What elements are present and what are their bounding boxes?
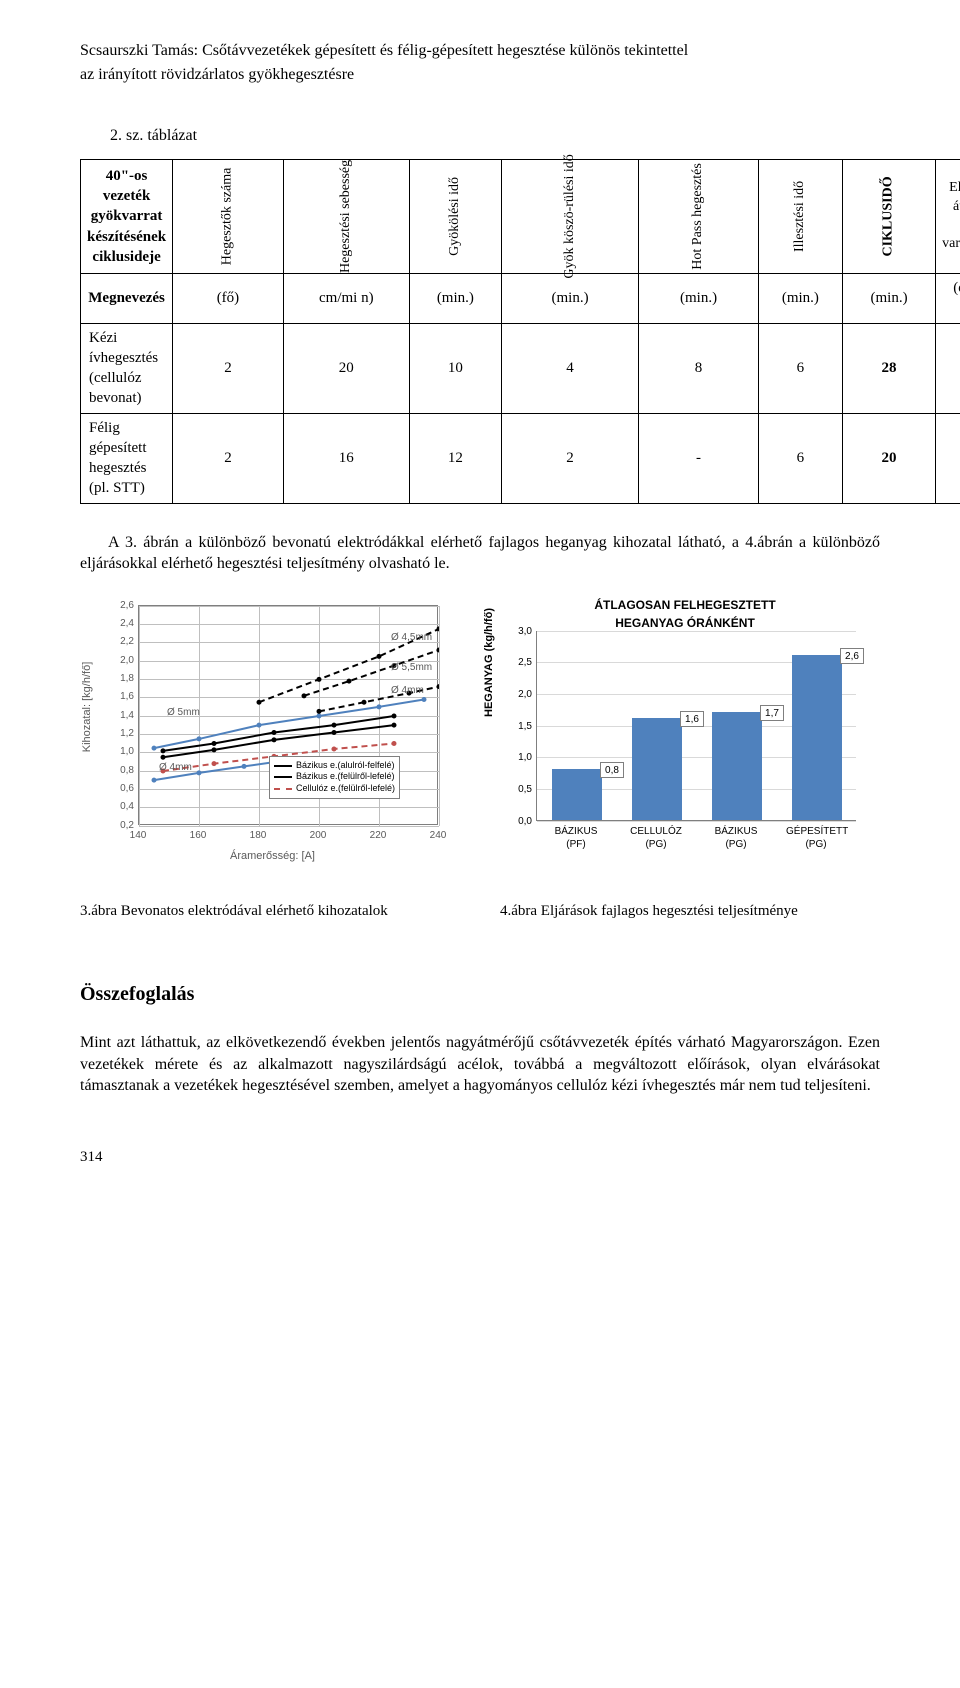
row0-label: Kézi ívhegesztés (cellulóz bevonat) xyxy=(81,323,173,413)
deposit-bar-chart: ÁTLAGOSAN FELHEGESZTETT HEGANYAG ÓRÁNKÉN… xyxy=(490,597,880,877)
summary-heading: Összefoglalás xyxy=(80,981,880,1008)
fig3-caption: 3.ábra Bevonatos elektródával elérhető k… xyxy=(80,901,460,921)
r0c7: 22 xyxy=(936,323,960,413)
rc-title-2: HEGANYAG ÓRÁNKÉNT xyxy=(490,615,880,631)
rc-title-1: ÁTLAGOSAN FELHEGESZTETT xyxy=(490,597,880,613)
body-paragraph-1: A 3. ábrán a különböző bevonatú elektród… xyxy=(80,532,880,575)
unit-3: (min.) xyxy=(501,274,638,324)
lc-ylabel: Kihozatal: [kg/h/fő] xyxy=(80,661,95,752)
r1c7: 30 xyxy=(936,413,960,503)
tbl-rot-3: Gyök köszö-rülési idő xyxy=(501,159,638,273)
r0c1: 20 xyxy=(283,323,409,413)
tbl-rot-5: Illesztési idő xyxy=(758,159,842,273)
page-header-subtitle: az irányított rövidzárlatos gyökhegeszté… xyxy=(80,64,880,86)
r0c5: 6 xyxy=(758,323,842,413)
r1c2: 12 xyxy=(409,413,501,503)
tbl-rot-2: Gyökölési idő xyxy=(409,159,501,273)
r0c6: 28 xyxy=(842,323,935,413)
tbl-main-label: 40"-os vezeték gyökvarrat készítésének c… xyxy=(81,159,173,273)
unit-0: (fő) xyxy=(173,274,284,324)
r1c0: 2 xyxy=(173,413,284,503)
yield-line-chart: Ø 5mmØ 4mmØ 4,5mmØ 5,5mmØ 4mmBázikus e.(… xyxy=(80,597,470,877)
fig4-caption: 4.ábra Eljárások fajlagos hegesztési tel… xyxy=(500,901,880,921)
r0c4: 8 xyxy=(639,323,759,413)
tbl-rot-6: CIKLUSIDŐ xyxy=(842,159,935,273)
unit-6: (min.) xyxy=(842,274,935,324)
r0c0: 2 xyxy=(173,323,284,413)
page-header-title: Scsaurszki Tamás: Csőtávvezetékek gépesí… xyxy=(80,40,880,62)
tbl-last-header: Elérhető átlagos napi varratszám xyxy=(936,159,960,273)
unit-1: cm/mi n) xyxy=(283,274,409,324)
r1c5: 6 xyxy=(758,413,842,503)
table-row: Félig gépesített hegesztés (pl. STT) 2 1… xyxy=(81,413,960,503)
row1-label: Félig gépesített hegesztés (pl. STT) xyxy=(81,413,173,503)
summary-paragraph: Mint azt láthattuk, az elkövetkezendő év… xyxy=(80,1032,880,1097)
r0c3: 4 xyxy=(501,323,638,413)
tbl-rot-4: Hot Pass hegesztés xyxy=(639,159,759,273)
table-row: Kézi ívhegesztés (cellulóz bevonat) 2 20… xyxy=(81,323,960,413)
tbl-unit-label: Megnevezés xyxy=(81,274,173,324)
page-number: 314 xyxy=(80,1147,880,1167)
table-caption: 2. sz. táblázat xyxy=(110,125,880,147)
unit-7: (db/10 óra) xyxy=(936,274,960,324)
rc-ylabel: HEGANYAG (kg/h/fő) xyxy=(482,608,497,717)
r1c6: 20 xyxy=(842,413,935,503)
unit-2: (min.) xyxy=(409,274,501,324)
tbl-rot-0: Hegesztők száma xyxy=(173,159,284,273)
unit-4: (min.) xyxy=(639,274,759,324)
r1c1: 16 xyxy=(283,413,409,503)
lc-xlabel: Áramerősség: [A] xyxy=(230,849,315,864)
r1c3: 2 xyxy=(501,413,638,503)
r1c4: - xyxy=(639,413,759,503)
r0c2: 10 xyxy=(409,323,501,413)
welding-cycle-table: 40"-os vezeték gyökvarrat készítésének c… xyxy=(80,159,960,504)
unit-5: (min.) xyxy=(758,274,842,324)
tbl-rot-1: Hegesztési sebesség xyxy=(283,159,409,273)
